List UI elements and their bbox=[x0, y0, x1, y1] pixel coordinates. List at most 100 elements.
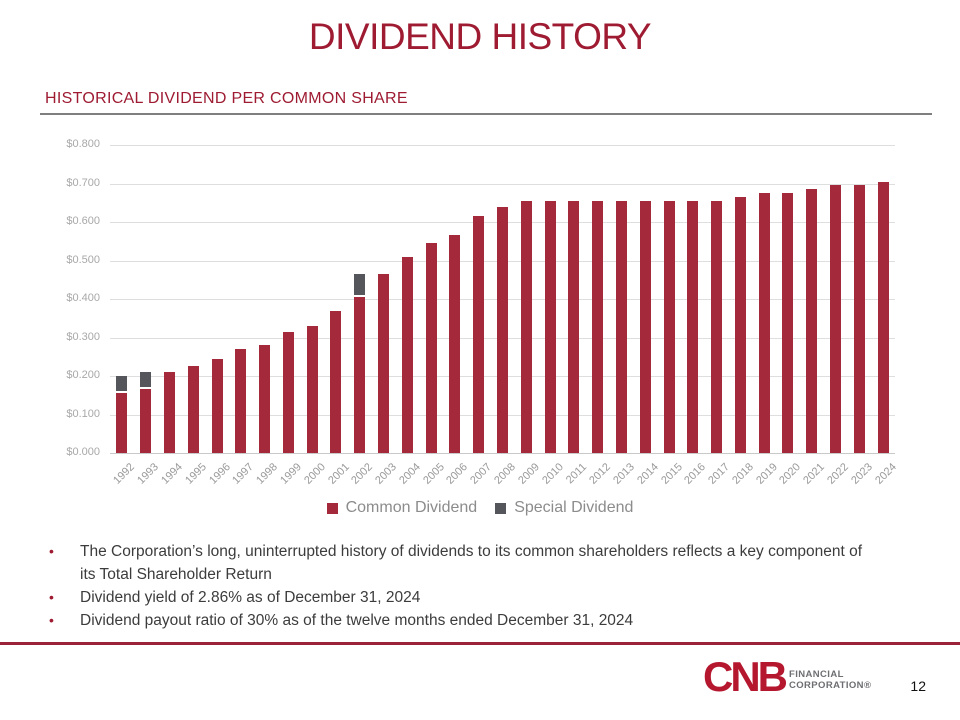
x-axis-year-label: 2001 bbox=[325, 461, 352, 487]
common-dividend-bar bbox=[758, 193, 770, 453]
common-dividend-bar bbox=[568, 200, 580, 453]
x-axis-year-label: 1993 bbox=[135, 461, 162, 487]
legend-label-common-dividend: Common Dividend bbox=[345, 499, 478, 516]
y-axis-tick-label: $0.200 bbox=[66, 369, 100, 381]
common-dividend-bar bbox=[687, 200, 699, 453]
cnb-logo-subtext-line1: FINANCIAL bbox=[789, 669, 844, 680]
x-axis-year-label: 2006 bbox=[444, 461, 471, 487]
x-axis-year-label: 2004 bbox=[397, 461, 423, 487]
bullet-marker-icon: • bbox=[49, 612, 54, 628]
x-axis-year-label: 2023 bbox=[849, 461, 875, 487]
y-axis-tick-label: $0.500 bbox=[66, 253, 100, 266]
common-dividend-bar bbox=[282, 331, 294, 453]
x-axis-year-label: 1994 bbox=[159, 461, 185, 487]
common-dividend-bar bbox=[211, 358, 223, 453]
x-axis-year-label: 2011 bbox=[564, 461, 590, 487]
cnb-logo-subtext: FINANCIAL CORPORATION® bbox=[789, 669, 871, 691]
common-dividend-bar bbox=[830, 185, 842, 453]
bullet-text: Dividend payout ratio of 30% as of the t… bbox=[80, 612, 634, 629]
bullet-text: The Corporation’s long, uninterrupted hi… bbox=[80, 543, 863, 583]
common-dividend-bar bbox=[520, 200, 532, 453]
common-dividend-bar bbox=[116, 393, 128, 453]
common-dividend-bar bbox=[806, 189, 818, 453]
common-dividend-bar bbox=[163, 372, 175, 453]
common-dividend-bar bbox=[639, 200, 651, 453]
x-axis-year-label: 2021 bbox=[801, 461, 828, 487]
dividend-history-chart: $0.000 $0.100 $0.200 $0.300 $0.400 $0.500 $0.6… bbox=[66, 138, 899, 487]
common-dividend-bar bbox=[425, 243, 437, 453]
x-axis-year-label: 1997 bbox=[230, 461, 257, 487]
common-dividend-bar bbox=[615, 200, 627, 453]
x-axis-year-label: 2024 bbox=[872, 461, 899, 487]
common-dividend-bar bbox=[782, 193, 794, 453]
bullet-item: • The Corporation’s long, uninterrupted … bbox=[45, 540, 867, 586]
x-axis-year-label: 1996 bbox=[206, 461, 233, 487]
common-dividend-bar bbox=[544, 200, 556, 453]
x-axis-year-label: 2002 bbox=[349, 461, 376, 487]
chart-section-heading: HISTORICAL DIVIDEND PER COMMON SHARE bbox=[45, 90, 408, 107]
x-axis-year-label: 2020 bbox=[777, 461, 804, 487]
y-axis-tick-label: $0.800 bbox=[66, 138, 100, 150]
x-axis-year-label: 1998 bbox=[254, 461, 281, 487]
legend-label-special-dividend: Special Dividend bbox=[514, 499, 634, 516]
common-dividend-bar bbox=[259, 345, 271, 453]
special-dividend-swatch-icon bbox=[495, 502, 507, 514]
footer-divider bbox=[0, 642, 960, 645]
x-axis-year-label: 2010 bbox=[539, 461, 566, 487]
common-dividend-bar bbox=[663, 200, 675, 453]
y-axis-tick-label: $0.700 bbox=[66, 176, 100, 189]
cnb-logo-text: CNB bbox=[703, 653, 788, 700]
x-axis-year-label: 2019 bbox=[753, 461, 780, 487]
x-axis-year-label: 2014 bbox=[634, 461, 661, 487]
gridline bbox=[110, 145, 895, 146]
x-axis-year-label: 2000 bbox=[301, 461, 328, 487]
x-axis-year-label: 2016 bbox=[682, 461, 709, 487]
x-axis-year-label: 2012 bbox=[587, 461, 614, 487]
x-axis-year-label: 2015 bbox=[658, 461, 685, 487]
x-axis-year-label: 1999 bbox=[278, 461, 304, 487]
common-dividend-bar bbox=[330, 310, 342, 453]
special-dividend-bar bbox=[140, 372, 152, 388]
common-dividend-bar bbox=[853, 185, 865, 453]
gridline bbox=[110, 453, 895, 454]
y-axis-tick-label: $0.400 bbox=[66, 292, 100, 304]
y-axis-tick-label: $0.000 bbox=[66, 446, 100, 458]
common-dividend-bar bbox=[592, 200, 604, 453]
page-number: 12 bbox=[910, 678, 926, 694]
legend-item-common-dividend: Common Dividend bbox=[326, 499, 478, 517]
legend-item-special-dividend: Special Dividend bbox=[495, 499, 633, 517]
x-axis-year-label: 2003 bbox=[373, 461, 400, 487]
common-dividend-bar bbox=[306, 325, 318, 453]
x-axis-year-label: 2013 bbox=[611, 461, 637, 487]
common-dividend-bar bbox=[235, 349, 247, 453]
special-dividend-bar bbox=[354, 273, 366, 296]
gridline bbox=[110, 183, 895, 185]
x-axis-year-label: 2007 bbox=[468, 461, 495, 487]
y-axis-tick-label: $0.100 bbox=[66, 407, 100, 420]
common-dividend-bar bbox=[877, 181, 889, 453]
common-dividend-bar bbox=[401, 256, 413, 453]
common-dividend-bar bbox=[449, 235, 461, 453]
x-axis-year-label: 2008 bbox=[492, 461, 518, 487]
common-dividend-bar bbox=[711, 200, 723, 453]
common-dividend-bar bbox=[378, 273, 390, 453]
chart-legend: Common Dividend Special Dividend bbox=[0, 499, 960, 517]
x-axis-year-label: 1995 bbox=[182, 461, 209, 487]
x-axis-year-label: 2018 bbox=[730, 461, 756, 487]
common-dividend-bar bbox=[497, 206, 508, 453]
bullet-text: Dividend yield of 2.86% as of December 3… bbox=[80, 589, 421, 606]
common-dividend-bar bbox=[187, 366, 199, 453]
subtitle-divider bbox=[40, 113, 932, 115]
bullet-marker-icon: • bbox=[49, 589, 54, 605]
y-axis-tick-label: $0.600 bbox=[66, 215, 100, 227]
common-dividend-bar bbox=[354, 297, 366, 453]
special-dividend-bar bbox=[116, 376, 128, 392]
common-dividend-bar bbox=[473, 216, 485, 453]
bullet-marker-icon: • bbox=[49, 543, 54, 559]
x-axis-year-label: 1992 bbox=[111, 461, 138, 487]
bullet-item: • Dividend yield of 2.86% as of December… bbox=[45, 586, 867, 609]
x-axis-year-label: 2022 bbox=[825, 461, 852, 487]
common-dividend-bar bbox=[734, 196, 746, 453]
cnb-logo: CNB FINANCIAL CORPORATION® bbox=[703, 655, 871, 699]
